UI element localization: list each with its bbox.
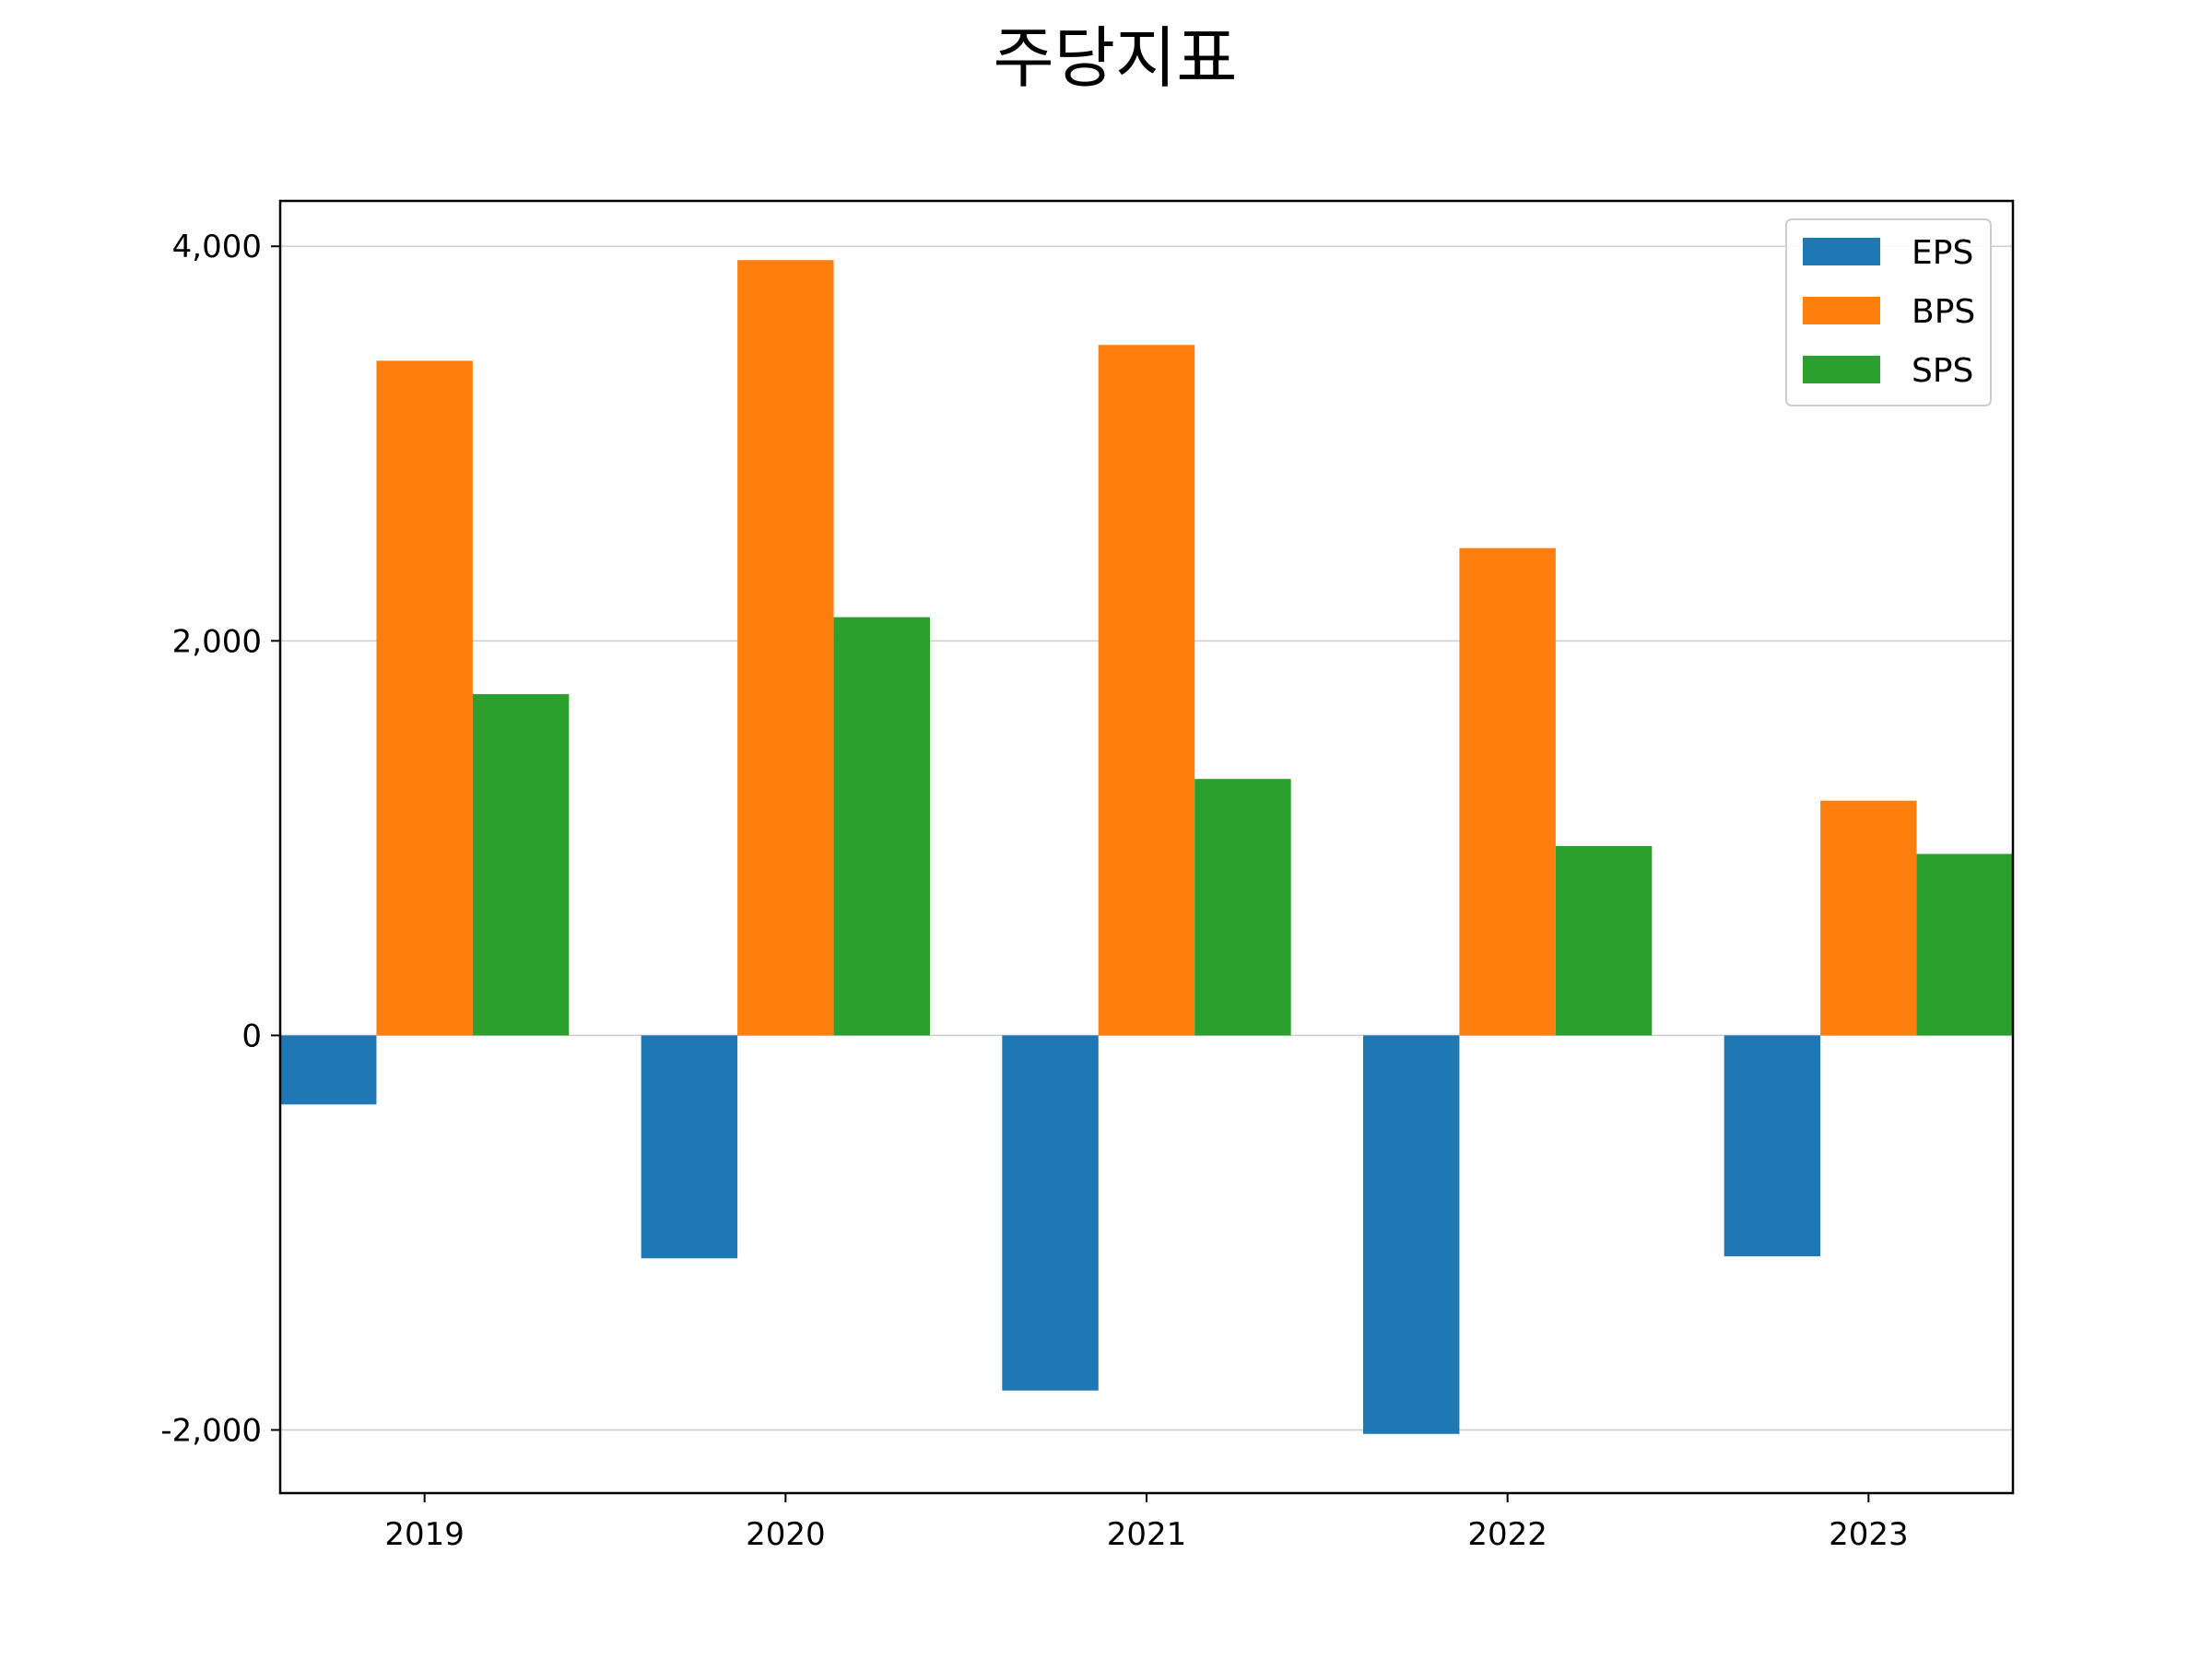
x-tick-label: 2023 — [1829, 1516, 1909, 1553]
axes: -2,000 0 2,000 4,000 2019 2020 2021 2022 2023 — [160, 229, 1908, 1553]
bar-sps-2023 — [1916, 853, 2013, 1036]
bar-eps-2019 — [280, 1035, 377, 1105]
bar-bps-2021 — [1098, 345, 1195, 1036]
bars — [280, 260, 2013, 1434]
bar-sps-2021 — [1194, 779, 1291, 1036]
x-tick-label: 2021 — [1107, 1516, 1187, 1553]
legend: EPS BPS SPS — [1785, 218, 1992, 406]
y-tick-label: 2,000 — [172, 623, 262, 660]
bar-sps-2022 — [1555, 845, 1653, 1036]
bar-sps-2020 — [833, 617, 930, 1036]
x-tick-label: 2020 — [746, 1516, 826, 1553]
bar-bps-2020 — [737, 260, 834, 1036]
bar-eps-2021 — [1002, 1035, 1099, 1391]
legend-swatch-bps — [1803, 297, 1880, 324]
y-tick-label: 0 — [241, 1018, 262, 1054]
x-tick-label: 2019 — [384, 1516, 465, 1553]
bar-bps-2019 — [376, 360, 473, 1036]
bar-eps-2023 — [1724, 1035, 1821, 1257]
bar-bps-2022 — [1459, 547, 1556, 1036]
legend-label-sps: SPS — [1912, 352, 1973, 390]
legend-swatch-eps — [1803, 238, 1880, 265]
bar-eps-2020 — [641, 1035, 738, 1259]
legend-label-bps: BPS — [1912, 293, 1975, 331]
bar-bps-2023 — [1820, 800, 1917, 1036]
legend-label-eps: EPS — [1912, 234, 1973, 272]
legend-swatch-sps — [1803, 356, 1880, 383]
y-tick-label: 4,000 — [172, 229, 262, 265]
bar-eps-2022 — [1363, 1035, 1460, 1434]
bar-sps-2019 — [472, 694, 570, 1036]
chart-title: 주당지표 — [994, 19, 1238, 97]
y-tick-label: -2,000 — [160, 1413, 262, 1450]
x-tick-label: 2022 — [1467, 1516, 1547, 1553]
